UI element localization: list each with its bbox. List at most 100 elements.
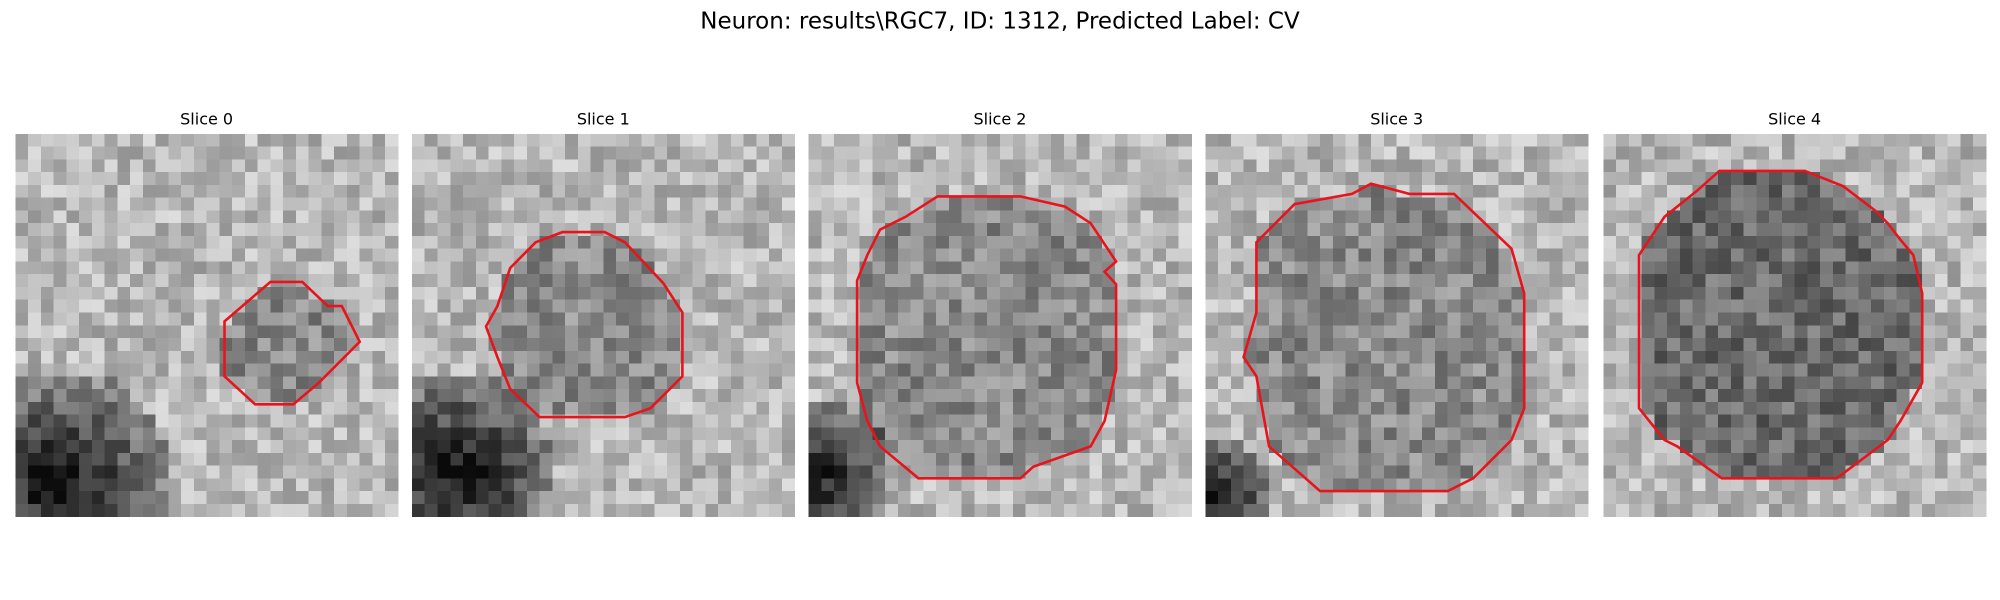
pixel (654, 440, 668, 454)
pixel (270, 299, 284, 314)
pixel (821, 133, 835, 148)
pixel (897, 478, 912, 492)
pixel (1641, 503, 1655, 518)
pixel (270, 363, 284, 377)
pixel (1922, 299, 1936, 314)
pixel (79, 401, 93, 416)
pixel (1383, 350, 1398, 365)
pixel (897, 325, 912, 339)
pixel (705, 172, 719, 186)
pixel (1718, 350, 1732, 365)
pixel (1447, 210, 1462, 224)
pixel (1114, 223, 1129, 237)
pixel (40, 133, 55, 148)
pixel (181, 235, 195, 250)
pixel (463, 440, 477, 454)
pixel (463, 491, 477, 505)
pixel (1883, 478, 1898, 492)
pixel (257, 440, 272, 454)
pixel (1524, 210, 1538, 224)
pixel (999, 184, 1014, 199)
pixel (781, 478, 796, 492)
pixel (1549, 248, 1564, 263)
pixel (1358, 338, 1372, 352)
pixel (1165, 312, 1180, 326)
pixel (1743, 376, 1757, 390)
pixel (1460, 427, 1474, 441)
pixel (232, 248, 246, 263)
pixel (1320, 478, 1334, 492)
pixel (1127, 325, 1141, 339)
pixel (1562, 312, 1576, 326)
pixel (769, 478, 783, 492)
pixel (1922, 350, 1936, 365)
pixel (359, 159, 374, 173)
pixel (1692, 133, 1706, 148)
pixel (974, 286, 988, 301)
pixel (1447, 146, 1462, 161)
pixel (1345, 440, 1360, 454)
pixel (117, 197, 131, 212)
pixel (424, 197, 439, 212)
pixel (15, 184, 29, 199)
pixel (692, 146, 706, 161)
pixel (1409, 427, 1423, 441)
pixel (1549, 210, 1564, 224)
pixel (1345, 286, 1360, 301)
pixel (1536, 274, 1551, 288)
pixel (206, 503, 220, 518)
pixel (743, 286, 757, 301)
pixel (40, 146, 55, 161)
pixel (872, 465, 886, 479)
pixel (718, 197, 732, 212)
pixel (1498, 312, 1513, 326)
pixel (475, 465, 490, 479)
pixel (936, 465, 950, 479)
pixel (1218, 312, 1232, 326)
pixel (130, 325, 144, 339)
pixel (437, 350, 451, 365)
pixel (692, 210, 706, 224)
pixel (1575, 325, 1589, 339)
pixel (450, 325, 464, 339)
pixel (117, 172, 131, 186)
pixel (1909, 414, 1923, 428)
pixel (1692, 223, 1706, 237)
pixel (641, 465, 655, 479)
pixel (1845, 376, 1860, 390)
pixel (1769, 286, 1783, 301)
pixel (628, 338, 643, 352)
pixel (1973, 440, 1987, 454)
pixel (1769, 223, 1783, 237)
pixel (1896, 248, 1911, 263)
pixel (1218, 440, 1232, 454)
pixel (1934, 197, 1949, 212)
pixel (1153, 350, 1167, 365)
pixel (1896, 223, 1911, 237)
pixel (603, 401, 617, 416)
pixel (1153, 197, 1167, 212)
pixel (846, 478, 861, 492)
pixel (1038, 503, 1052, 518)
pixel (1909, 452, 1923, 467)
pixel (28, 312, 42, 326)
pixel (923, 503, 937, 518)
pixel (667, 248, 681, 263)
pixel (28, 363, 42, 377)
pixel (181, 312, 195, 326)
pixel (1383, 389, 1398, 403)
pixel (1281, 401, 1296, 416)
pixel (1934, 491, 1949, 505)
pixel (1498, 146, 1513, 161)
pixel (1575, 133, 1589, 148)
pixel (91, 465, 106, 479)
pixel (117, 146, 131, 161)
pixel (1256, 159, 1270, 173)
pixel (897, 363, 912, 377)
pixel (1256, 133, 1270, 148)
pixel (295, 376, 310, 390)
pixel (679, 478, 694, 492)
pixel (1562, 478, 1576, 492)
pixel (846, 235, 861, 250)
pixel (1153, 146, 1167, 161)
